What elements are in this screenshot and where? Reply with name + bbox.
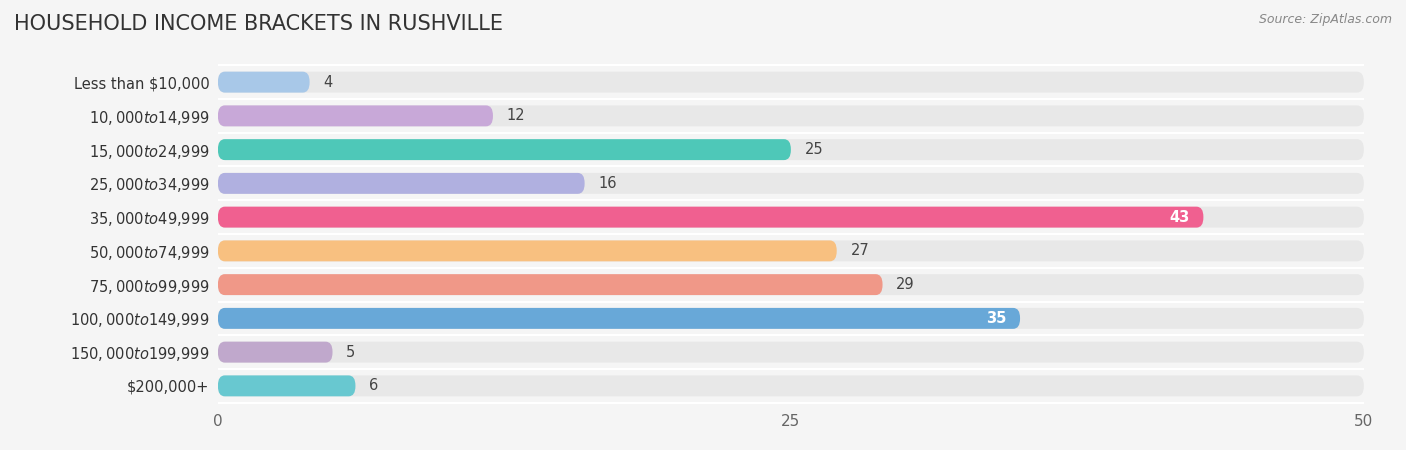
FancyBboxPatch shape — [218, 139, 1364, 160]
FancyBboxPatch shape — [218, 308, 1019, 329]
FancyBboxPatch shape — [218, 375, 356, 396]
Text: 29: 29 — [896, 277, 915, 292]
Text: 27: 27 — [851, 243, 869, 258]
FancyBboxPatch shape — [218, 375, 1364, 396]
FancyBboxPatch shape — [218, 139, 790, 160]
FancyBboxPatch shape — [218, 308, 1364, 329]
FancyBboxPatch shape — [218, 274, 1364, 295]
FancyBboxPatch shape — [218, 207, 1204, 228]
FancyBboxPatch shape — [218, 173, 585, 194]
Text: 43: 43 — [1170, 210, 1189, 225]
FancyBboxPatch shape — [218, 173, 1364, 194]
FancyBboxPatch shape — [218, 72, 1364, 93]
Text: 25: 25 — [804, 142, 824, 157]
FancyBboxPatch shape — [218, 240, 837, 261]
Text: 35: 35 — [986, 311, 1007, 326]
FancyBboxPatch shape — [218, 105, 1364, 126]
Text: 16: 16 — [599, 176, 617, 191]
Text: HOUSEHOLD INCOME BRACKETS IN RUSHVILLE: HOUSEHOLD INCOME BRACKETS IN RUSHVILLE — [14, 14, 503, 33]
Text: 5: 5 — [346, 345, 356, 360]
Text: Source: ZipAtlas.com: Source: ZipAtlas.com — [1258, 14, 1392, 27]
FancyBboxPatch shape — [218, 240, 1364, 261]
FancyBboxPatch shape — [218, 207, 1364, 228]
FancyBboxPatch shape — [218, 274, 883, 295]
FancyBboxPatch shape — [218, 105, 494, 126]
FancyBboxPatch shape — [218, 342, 1364, 363]
Text: 6: 6 — [370, 378, 378, 393]
FancyBboxPatch shape — [218, 72, 309, 93]
Text: 12: 12 — [506, 108, 526, 123]
Text: 4: 4 — [323, 75, 333, 90]
FancyBboxPatch shape — [218, 342, 333, 363]
